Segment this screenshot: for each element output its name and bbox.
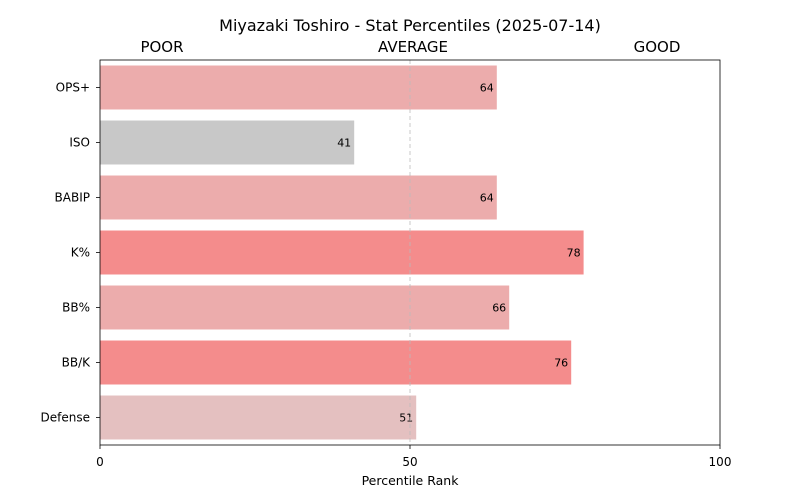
data-label: 66 [492, 302, 506, 315]
chart-title: Miyazaki Toshiro - Stat Percentiles (202… [219, 16, 601, 35]
bar [100, 395, 417, 440]
bar [100, 230, 584, 275]
x-tick-label: 0 [96, 455, 104, 469]
bar [100, 120, 355, 165]
data-label: 76 [554, 357, 568, 370]
data-label: 64 [480, 82, 494, 95]
band-label-poor: POOR [140, 38, 183, 56]
bar [100, 65, 497, 110]
plot-area: 64 OPS+ 41 ISO 64 BABIP 78 K% 66 BB% 76 BB/K 51 Defen… [41, 59, 732, 469]
data-label: 51 [399, 412, 413, 425]
band-label-good: GOOD [634, 38, 681, 56]
bar [100, 285, 510, 330]
x-tick-label: 50 [402, 455, 417, 469]
data-label: 41 [337, 137, 351, 150]
bar [100, 175, 497, 220]
data-label: 64 [480, 192, 494, 205]
x-tick-label: 100 [709, 455, 732, 469]
y-tick-label: BABIP [55, 191, 90, 205]
band-label-average: AVERAGE [378, 38, 448, 56]
data-label: 78 [567, 247, 581, 260]
y-tick-label: OPS+ [56, 81, 90, 95]
y-tick-label: BB% [62, 301, 90, 315]
bar [100, 340, 572, 385]
y-tick-label: BB/K [62, 356, 92, 370]
y-tick-label: ISO [69, 136, 90, 150]
y-tick-label: Defense [41, 411, 90, 425]
x-axis-label: Percentile Rank [362, 473, 460, 488]
y-tick-label: K% [71, 246, 90, 260]
